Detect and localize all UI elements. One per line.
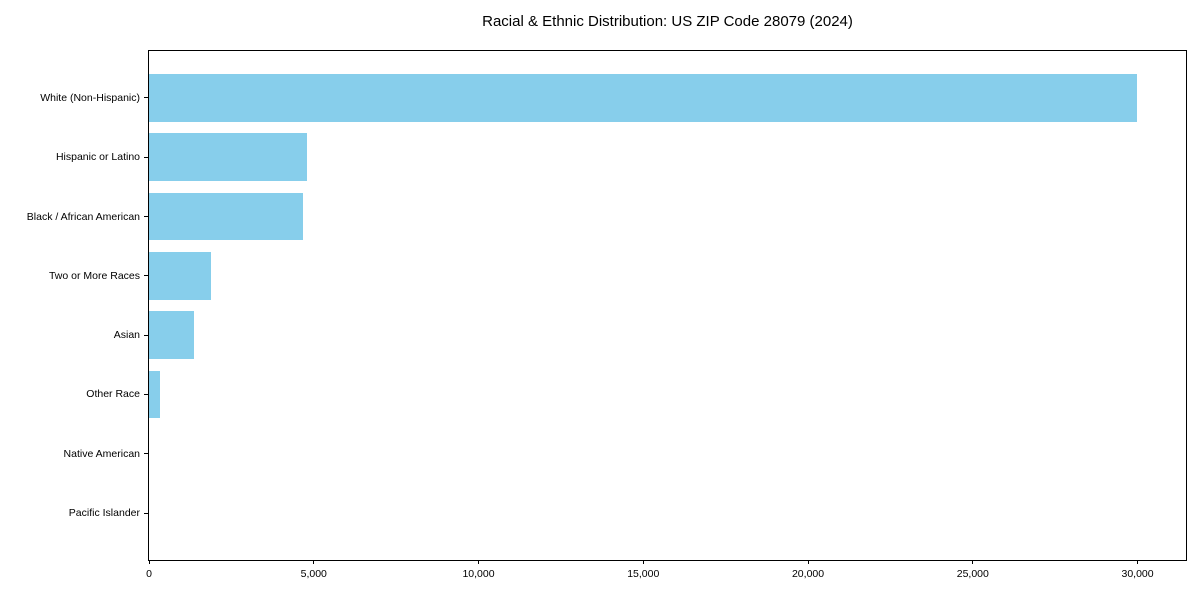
x-tick-label: 30,000 <box>1121 568 1154 580</box>
bar <box>149 192 303 241</box>
x-tick-mark <box>313 560 315 564</box>
x-tick-mark <box>1137 560 1139 564</box>
y-tick-label: Pacific Islander <box>68 507 140 520</box>
y-tick-label: Hispanic or Latino <box>55 151 140 164</box>
y-tick-label: Native American <box>63 447 140 460</box>
x-tick-label: 15,000 <box>627 568 660 580</box>
x-tick-label: 20,000 <box>791 568 825 580</box>
bar <box>149 133 307 181</box>
y-tick-mark <box>144 512 148 514</box>
plot-area <box>148 50 1187 561</box>
bar <box>149 252 211 300</box>
bar <box>149 370 161 419</box>
y-tick-mark <box>144 393 148 395</box>
x-tick-label: 5,000 <box>300 568 327 580</box>
bar <box>149 311 194 359</box>
x-tick-mark <box>642 560 644 564</box>
x-tick-label: 0 <box>146 568 152 580</box>
chart-title: Racial & Ethnic Distribution: US ZIP Cod… <box>482 13 853 30</box>
x-tick-mark <box>972 560 974 564</box>
x-tick-label: 10,000 <box>462 568 495 580</box>
x-tick-label: 25,000 <box>956 568 989 580</box>
y-tick-label: Other Race <box>86 388 140 401</box>
y-tick-mark <box>144 156 148 158</box>
y-tick-label: White (Non-Hispanic) <box>40 91 140 104</box>
x-tick-mark <box>807 560 809 564</box>
y-tick-mark <box>144 275 148 277</box>
y-tick-mark <box>144 97 148 99</box>
y-tick-label: Two or More Races <box>48 269 140 282</box>
x-tick-mark <box>148 560 150 564</box>
y-tick-label: Asian <box>113 329 140 342</box>
y-tick-mark <box>144 216 148 217</box>
x-tick-mark <box>478 560 480 564</box>
bar <box>149 74 1137 122</box>
y-tick-label: Black / African American <box>26 210 140 223</box>
y-tick-mark <box>144 334 148 336</box>
y-tick-mark <box>144 453 148 455</box>
